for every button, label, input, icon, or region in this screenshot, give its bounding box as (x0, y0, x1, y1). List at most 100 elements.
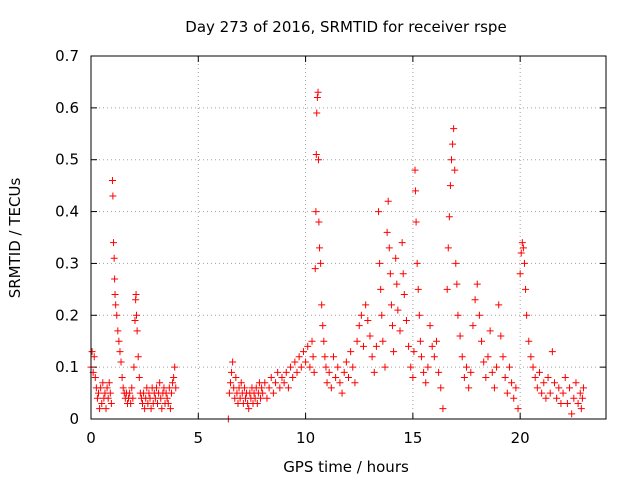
y-tick-label: 0.3 (55, 254, 79, 272)
data-point (130, 363, 138, 371)
data-point (579, 384, 587, 392)
data-point (99, 379, 107, 387)
data-point (510, 394, 518, 402)
data-point (115, 337, 123, 345)
data-point (499, 353, 507, 361)
data-point (364, 316, 372, 324)
data-point (113, 311, 121, 319)
data-point (439, 405, 447, 413)
data-point (399, 270, 407, 278)
data-point (388, 322, 396, 330)
data-point (410, 348, 418, 356)
data-point (274, 368, 282, 376)
data-point (295, 353, 303, 361)
data-point (451, 166, 459, 174)
data-point (116, 348, 124, 356)
data-point (325, 368, 333, 376)
data-point (505, 363, 513, 371)
data-point (412, 218, 420, 226)
data-point (563, 399, 571, 407)
data-point (112, 301, 120, 309)
data-point (435, 368, 443, 376)
data-point (282, 368, 290, 376)
data-point (444, 244, 452, 252)
data-point (169, 379, 177, 387)
data-point (362, 301, 370, 309)
data-point (366, 332, 374, 340)
data-point (171, 363, 179, 371)
data-point (106, 389, 114, 397)
data-point (518, 239, 526, 247)
data-point (508, 379, 516, 387)
data-point (390, 348, 398, 356)
data-point (553, 394, 561, 402)
data-point (311, 265, 319, 273)
data-point (132, 291, 140, 299)
axis-ticks: 0 5 10 15 20 0 0.1 0.2 0.3 0.4 0.5 0.6 0.7 (55, 47, 606, 447)
data-point (97, 384, 105, 392)
data-point (284, 384, 292, 392)
data-point (516, 270, 524, 278)
data-point (269, 389, 277, 397)
data-point (422, 379, 430, 387)
data-point (437, 384, 445, 392)
y-axis-title: SRMTID / TECUs (6, 178, 24, 299)
data-point (109, 192, 117, 200)
data-point (480, 358, 488, 366)
data-point (232, 374, 240, 382)
data-point (98, 399, 106, 407)
data-point (368, 353, 376, 361)
data-point (381, 363, 389, 371)
data-point (297, 363, 305, 371)
data-point (424, 363, 432, 371)
data-point (315, 218, 323, 226)
data-point (289, 374, 297, 382)
data-point (91, 374, 99, 382)
data-point (551, 379, 558, 387)
y-tick-label: 0.6 (55, 99, 79, 117)
data-point (449, 140, 457, 148)
data-point (129, 394, 137, 402)
data-point (357, 311, 365, 319)
data-point (533, 384, 541, 392)
data-point (538, 389, 546, 397)
data-point (291, 358, 299, 366)
data-point (548, 348, 556, 356)
data-point (302, 358, 310, 366)
data-point (414, 285, 422, 293)
data-point (493, 363, 501, 371)
data-point (278, 374, 286, 382)
data-point (103, 384, 111, 392)
data-point (420, 368, 428, 376)
data-point (555, 384, 563, 392)
data-point (158, 405, 166, 413)
data-point (131, 316, 139, 324)
data-point (574, 399, 582, 407)
data-point (163, 394, 171, 402)
data-point (304, 342, 312, 350)
data-point (522, 285, 530, 293)
data-point (413, 259, 421, 267)
data-point (152, 384, 160, 392)
data-point (531, 374, 539, 382)
data-point (147, 405, 155, 413)
data-point (446, 182, 454, 190)
data-point (488, 368, 496, 376)
data-point (453, 280, 461, 288)
data-point (96, 405, 104, 413)
gridlines (91, 56, 606, 419)
data-point (387, 301, 395, 309)
data-point (566, 384, 574, 392)
data-point (393, 280, 401, 288)
data-point (265, 384, 273, 392)
data-point (376, 259, 384, 267)
data-point (490, 384, 498, 392)
data-point (313, 109, 321, 117)
data-point (456, 332, 464, 340)
data-point (501, 374, 509, 382)
data-point (267, 374, 275, 382)
data-point (316, 244, 324, 252)
data-point (293, 368, 301, 376)
data-point (102, 405, 110, 413)
